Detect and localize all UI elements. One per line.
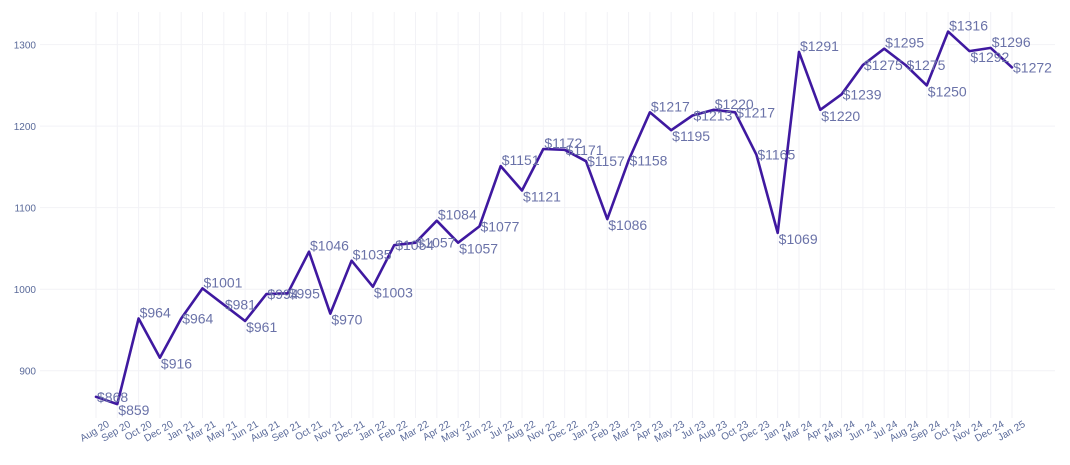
y-tick-label: 900 bbox=[19, 367, 36, 378]
data-label: $1292 bbox=[970, 49, 1009, 65]
data-labels: $868$859 $964 $916 $964 $1001 $981 $961 $994$99… bbox=[97, 18, 1052, 419]
data-label: $981 bbox=[225, 297, 256, 313]
data-label: $1046 bbox=[310, 238, 349, 254]
data-label: $1316 bbox=[949, 18, 988, 34]
data-label: $964 bbox=[140, 305, 171, 321]
chart-grid bbox=[40, 12, 1055, 418]
data-label: $1213 bbox=[693, 108, 732, 124]
data-label: $1054 bbox=[395, 237, 434, 253]
data-label: $1086 bbox=[608, 217, 647, 233]
data-label: $916 bbox=[161, 356, 192, 372]
data-label: $1003 bbox=[374, 285, 413, 301]
data-label: $995 bbox=[289, 285, 320, 301]
data-label: $1220 bbox=[821, 108, 860, 124]
data-label: $1217 bbox=[651, 98, 690, 114]
data-label: $1001 bbox=[204, 274, 243, 290]
data-label: $1121 bbox=[523, 189, 561, 205]
data-label: $1220 bbox=[715, 96, 754, 112]
data-label: $1275 bbox=[906, 57, 945, 73]
data-label: $1069 bbox=[779, 231, 818, 247]
data-label: $1272 bbox=[1013, 59, 1052, 75]
data-label: $1035 bbox=[353, 247, 392, 263]
data-label: $1057 bbox=[459, 241, 498, 257]
data-label: $1275 bbox=[864, 57, 903, 73]
data-label: $1084 bbox=[438, 207, 477, 223]
y-tick-label: 1300 bbox=[14, 41, 37, 52]
y-tick-label: 1100 bbox=[14, 204, 36, 215]
data-label: $970 bbox=[331, 312, 362, 328]
data-label: $1157 bbox=[587, 153, 625, 169]
data-label: $1172 bbox=[544, 135, 582, 151]
data-label: $1195 bbox=[672, 128, 710, 144]
data-label: $868 bbox=[97, 389, 128, 405]
data-label: $1291 bbox=[800, 38, 839, 54]
data-label: $1165 bbox=[757, 147, 795, 163]
data-label: $1057 bbox=[417, 235, 456, 251]
data-label: $964 bbox=[182, 311, 213, 327]
data-label: $1151 bbox=[502, 152, 540, 168]
data-label: $1077 bbox=[480, 218, 519, 234]
data-label: $994 bbox=[267, 286, 298, 302]
data-label: $1158 bbox=[630, 152, 668, 168]
data-label: $1239 bbox=[843, 86, 882, 102]
data-label: $1250 bbox=[928, 83, 967, 99]
y-tick-label: 1200 bbox=[14, 122, 37, 133]
data-label: $1171 bbox=[566, 142, 604, 158]
series-line bbox=[94, 30, 1014, 406]
data-label: $961 bbox=[246, 319, 277, 335]
data-label: $1295 bbox=[885, 35, 924, 51]
y-axis: 900 1000 1100 1200 1300 bbox=[14, 41, 37, 378]
data-label: $859 bbox=[118, 402, 149, 418]
data-label: $1217 bbox=[736, 104, 775, 120]
y-tick-label: 1000 bbox=[14, 285, 37, 296]
data-label: $1296 bbox=[992, 34, 1031, 50]
